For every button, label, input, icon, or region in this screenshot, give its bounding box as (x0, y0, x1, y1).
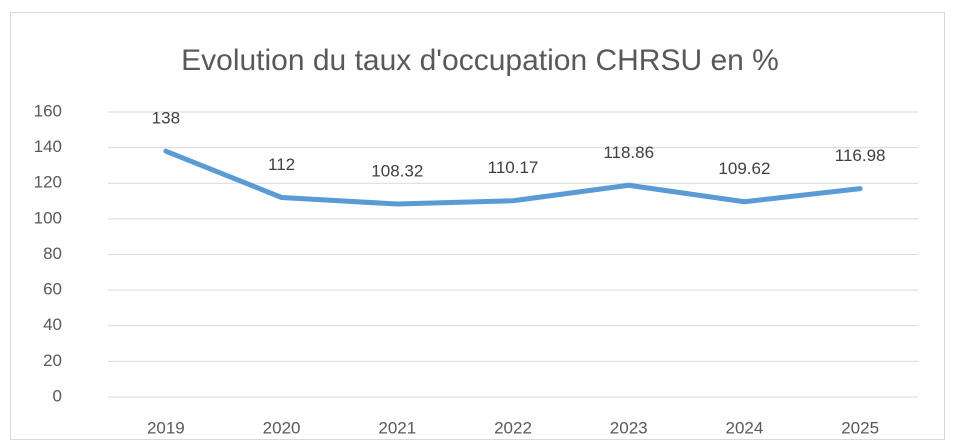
x-tick-label: 2019 (147, 418, 185, 437)
y-tick-label: 80 (43, 244, 62, 263)
x-tick-label: 2021 (378, 418, 416, 437)
data-label: 108.32 (371, 162, 423, 181)
line (163, 148, 863, 207)
data-label: 118.86 (603, 143, 654, 162)
x-tick-label: 2025 (841, 418, 879, 437)
x-tick-label: 2024 (726, 418, 764, 437)
y-tick-label: 160 (34, 101, 62, 120)
x-tick-label: 2023 (610, 418, 648, 437)
x-tick-label: 2022 (494, 418, 532, 437)
data-label: 138 (152, 109, 180, 128)
y-tick-label: 20 (43, 351, 62, 370)
y-tick-label: 120 (34, 173, 62, 192)
data-label: 109.62 (718, 159, 770, 178)
y-tick-label: 100 (34, 208, 62, 227)
data-label: 112 (268, 155, 295, 174)
y-tick-label: 40 (43, 315, 62, 334)
y-tick-label: 0 (53, 386, 62, 405)
y-tick-label: 140 (34, 137, 62, 156)
data-label: 116.98 (835, 146, 886, 165)
chart-border (10, 12, 945, 440)
chart-title: Evolution du taux d'occupation CHRSU en … (181, 44, 779, 77)
y-tick-label: 60 (43, 280, 62, 299)
x-tick-label: 2020 (263, 418, 301, 437)
data-label: 110.17 (488, 158, 539, 177)
